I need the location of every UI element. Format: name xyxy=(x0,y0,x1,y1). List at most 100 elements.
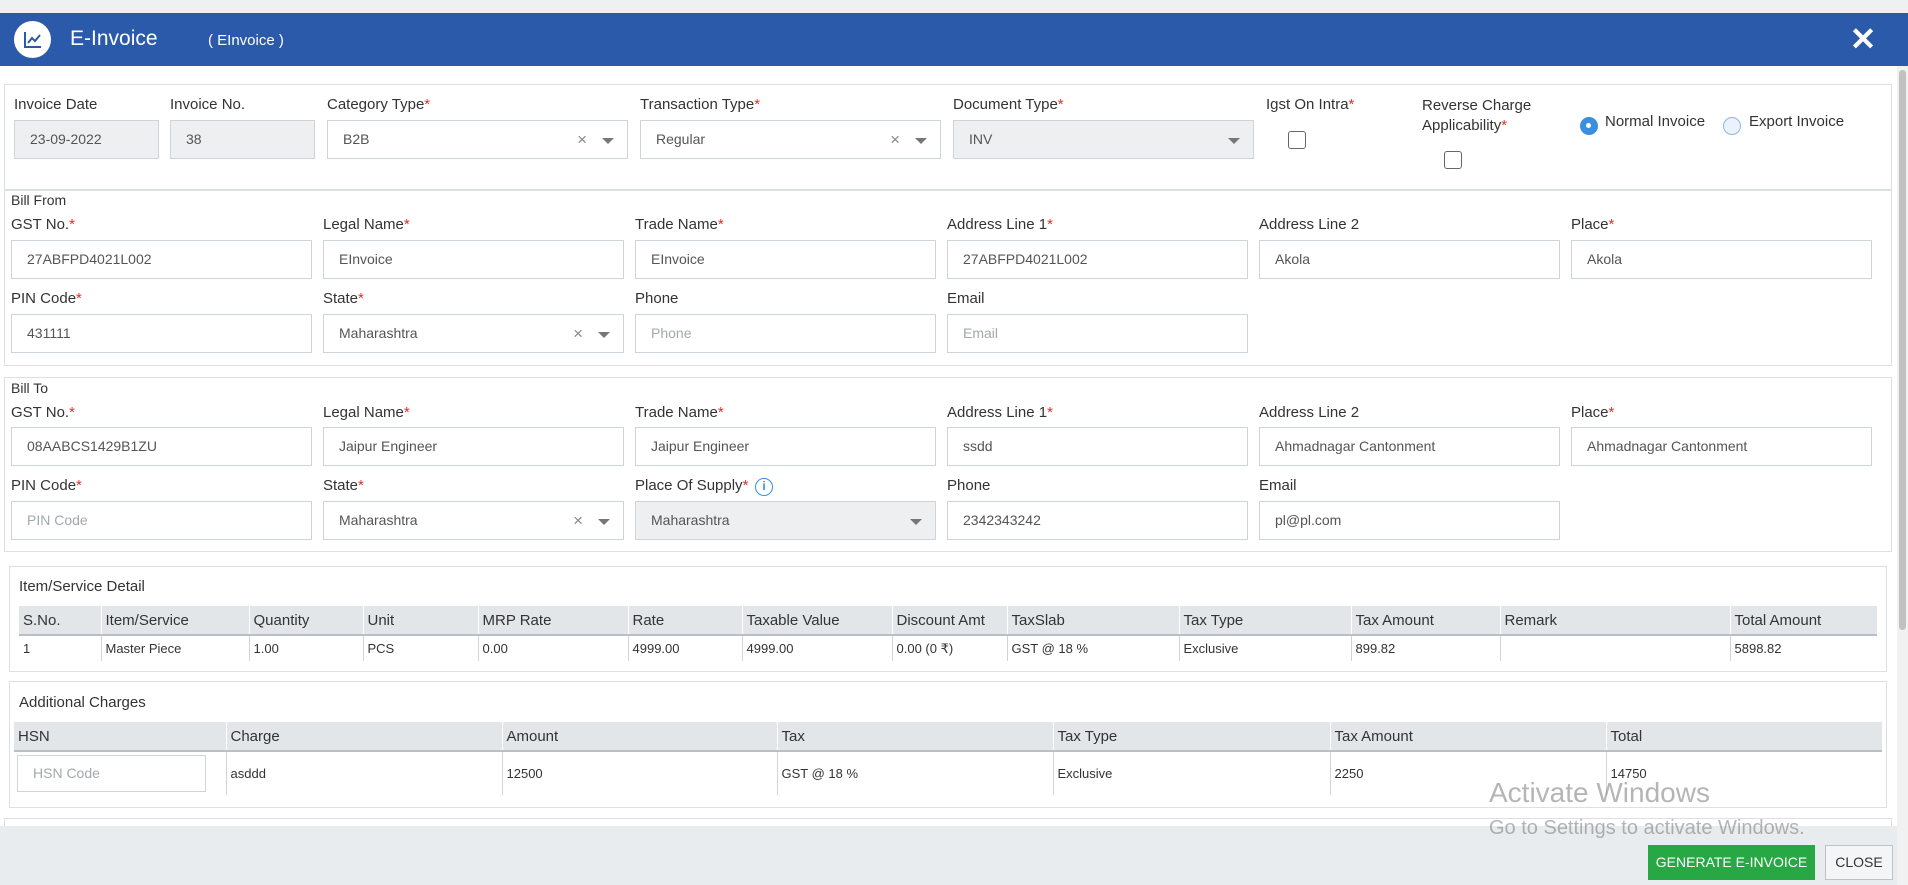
bf-legal-input[interactable]: EInvoice xyxy=(323,240,624,279)
bf-pin-input[interactable]: 431111 xyxy=(11,314,312,353)
bt-addr2-input[interactable]: Ahmadnagar Cantonment xyxy=(1259,427,1560,466)
bf-addr1-input[interactable]: 27ABFPD4021L002 xyxy=(947,240,1248,279)
bf-gst-input[interactable]: 27ABFPD4021L002 xyxy=(11,240,312,279)
bt-email-input[interactable]: pl@pl.com xyxy=(1259,501,1560,540)
chevron-down-icon xyxy=(915,138,927,144)
clear-icon[interactable]: × xyxy=(573,511,583,530)
hsn-input[interactable]: HSN Code xyxy=(17,755,206,792)
cell: GST @ 18 % xyxy=(1007,635,1180,661)
bf-email-label: Email xyxy=(947,290,985,307)
invoice-date-label: Invoice Date xyxy=(14,96,98,113)
cell: asddd xyxy=(226,751,503,795)
col-item: Item/Service xyxy=(101,606,250,636)
bf-place-input[interactable]: Akola xyxy=(1571,240,1872,279)
bf-state-label: State* xyxy=(323,290,364,307)
bt-legal-input[interactable]: Jaipur Engineer xyxy=(323,427,624,466)
bf-addr1-label: Address Line 1* xyxy=(947,216,1053,233)
item-detail-title: Item/Service Detail xyxy=(19,578,145,595)
col-taxable: Taxable Value xyxy=(742,606,893,636)
bt-gst-label: GST No.* xyxy=(11,404,75,421)
col-unit: Unit xyxy=(363,606,479,636)
bt-trade-input[interactable]: Jaipur Engineer xyxy=(635,427,936,466)
bf-addr2-input[interactable]: Akola xyxy=(1259,240,1560,279)
bt-pin-label: PIN Code* xyxy=(11,477,82,494)
igst-intra-checkbox[interactable] xyxy=(1288,131,1306,149)
item-table-header: S.No. Item/Service Quantity Unit MRP Rat… xyxy=(19,606,1877,636)
cell: 14750 xyxy=(1610,766,1647,781)
charges-table-header: HSN Charge Amount Tax Tax Type Tax Amoun… xyxy=(14,722,1882,752)
modal-header: E-Invoice ( EInvoice ) ✕ xyxy=(0,13,1908,66)
bf-email-input[interactable]: Email xyxy=(947,314,1248,353)
chevron-down-icon xyxy=(602,138,614,144)
bt-trade-label: Trade Name* xyxy=(635,404,724,421)
bf-pin-label: PIN Code* xyxy=(11,290,82,307)
activate-windows-watermark: Activate Windows xyxy=(1489,777,1710,808)
close-button[interactable]: CLOSE xyxy=(1825,845,1893,880)
clear-icon[interactable]: × xyxy=(577,130,587,149)
invoice-info-panel xyxy=(4,84,1892,190)
bf-addr2-label: Address Line 2 xyxy=(1259,216,1360,233)
table-row: 1 Master Piece 1.00 PCS 0.00 4999.00 499… xyxy=(19,635,1877,661)
cell: 1 xyxy=(19,635,102,661)
clear-icon[interactable]: × xyxy=(573,324,583,343)
bt-addr2-label: Address Line 2 xyxy=(1259,404,1360,421)
col-rate: Rate xyxy=(628,606,743,636)
category-type-label: Category Type* xyxy=(327,96,431,113)
col-tax: Tax xyxy=(777,722,1054,752)
transaction-type-select[interactable]: Regular × xyxy=(640,120,941,159)
transaction-type-label: Transaction Type* xyxy=(640,96,761,113)
vertical-scrollbar[interactable] xyxy=(1897,66,1908,885)
export-invoice-label: Export Invoice xyxy=(1749,113,1845,130)
normal-invoice-radio[interactable] xyxy=(1580,117,1598,135)
col-total: Total xyxy=(1606,722,1882,752)
bt-legal-label: Legal Name* xyxy=(323,404,410,421)
bt-place-input[interactable]: Ahmadnagar Cantonment xyxy=(1571,427,1872,466)
reverse-charge-checkbox[interactable] xyxy=(1444,151,1462,169)
modal-title: E-Invoice xyxy=(70,27,158,50)
invoice-no-label: Invoice No. xyxy=(170,96,246,113)
export-invoice-radio[interactable] xyxy=(1723,117,1741,135)
category-type-select[interactable]: B2B × xyxy=(327,120,628,159)
additional-charges-title: Additional Charges xyxy=(19,694,146,711)
bt-phone-input[interactable]: 2342343242 xyxy=(947,501,1248,540)
clear-icon[interactable]: × xyxy=(890,130,900,149)
bf-state-select[interactable]: Maharashtra × xyxy=(323,314,624,353)
document-type-select[interactable]: INV xyxy=(953,120,1254,159)
activate-windows-hint: Go to Settings to activate Windows. xyxy=(1489,817,1805,839)
chevron-down-icon xyxy=(1228,138,1240,144)
bf-phone-input[interactable]: Phone xyxy=(635,314,936,353)
bt-supply-select[interactable]: Maharashtra xyxy=(635,501,936,540)
cell: 4999.00 xyxy=(628,635,743,661)
bill-to-title: Bill To xyxy=(11,380,49,396)
bf-trade-label: Trade Name* xyxy=(635,216,724,233)
chevron-down-icon xyxy=(598,519,610,525)
bf-gst-label: GST No.* xyxy=(11,216,75,233)
bf-trade-input[interactable]: EInvoice xyxy=(635,240,936,279)
invoice-date-field[interactable]: 23-09-2022 xyxy=(14,120,159,159)
scroll-thumb[interactable] xyxy=(1899,70,1906,630)
invoice-no-field[interactable]: 38 xyxy=(170,120,315,159)
col-amount: Amount xyxy=(502,722,778,752)
bt-addr1-input[interactable]: ssdd xyxy=(947,427,1248,466)
col-hsn: HSN xyxy=(14,722,227,752)
bt-gst-input[interactable]: 08AABCS1429B1ZU xyxy=(11,427,312,466)
bt-pin-input[interactable]: PIN Code xyxy=(11,501,312,540)
info-icon[interactable]: i xyxy=(755,478,773,496)
cell: 12500 xyxy=(502,751,778,795)
chevron-down-icon xyxy=(910,519,922,525)
col-quantity: Quantity xyxy=(249,606,364,636)
col-taxslab: TaxSlab xyxy=(1007,606,1180,636)
cell: 0.00 (0 ₹) xyxy=(892,635,1008,661)
cell: Master Piece xyxy=(101,635,250,661)
hsn-cell: HSN Code xyxy=(14,751,227,795)
reverse-charge-label: Reverse Charge Applicability* xyxy=(1422,97,1532,134)
col-discount: Discount Amt xyxy=(892,606,1008,636)
bt-state-select[interactable]: Maharashtra × xyxy=(323,501,624,540)
cell: Exclusive xyxy=(1179,635,1352,661)
col-remark: Remark xyxy=(1500,606,1731,636)
close-icon[interactable]: ✕ xyxy=(1849,21,1877,57)
chevron-down-icon xyxy=(598,332,610,338)
bt-phone-label: Phone xyxy=(947,477,991,494)
cell: Exclusive xyxy=(1053,751,1331,795)
generate-einvoice-button[interactable]: GENERATE E-INVOICE xyxy=(1648,845,1815,880)
